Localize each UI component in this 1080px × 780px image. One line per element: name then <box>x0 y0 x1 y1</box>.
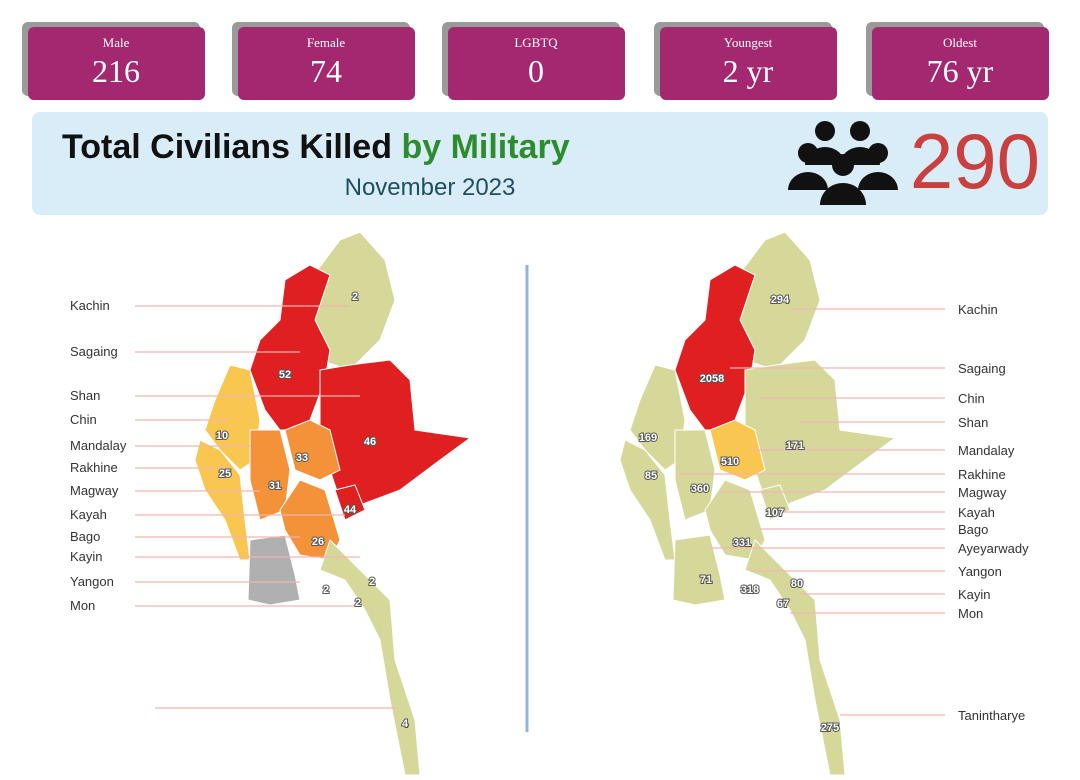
region-label: Sagaing <box>70 344 118 359</box>
card-value: 74 <box>310 53 342 89</box>
region-value: 85 <box>645 470 657 482</box>
region-label: Magway <box>958 485 1007 500</box>
card-label: LGBTQ <box>514 35 558 50</box>
region-value: 171 <box>786 440 804 452</box>
region-map <box>194 231 472 776</box>
region-value: 10 <box>216 430 228 442</box>
region <box>759 484 791 521</box>
card <box>872 27 1049 100</box>
region-value: 26 <box>312 536 324 548</box>
card <box>238 27 415 100</box>
region-label: Yangon <box>70 574 114 589</box>
region-label: Kayah <box>70 507 107 522</box>
banner-title: Total Civilians Killed by Military <box>62 128 570 166</box>
region <box>744 539 846 776</box>
region <box>744 359 897 506</box>
region-value: 2 <box>355 597 361 609</box>
region-value: 4 <box>402 718 409 730</box>
region-label: Kachin <box>958 302 998 317</box>
region-value: 80 <box>791 578 803 590</box>
region-value: 2 <box>352 291 358 303</box>
card-label: Oldest <box>943 35 977 50</box>
region-value: 294 <box>771 294 790 306</box>
region <box>334 484 366 521</box>
region-value: 25 <box>219 468 231 480</box>
region <box>249 264 331 431</box>
region-label: Shan <box>958 415 988 430</box>
region-value: 169 <box>639 432 657 444</box>
region-label: Kayin <box>958 587 991 602</box>
stat-card: Male 216 <box>22 22 205 100</box>
region <box>672 534 726 606</box>
region-value: 2058 <box>700 373 724 385</box>
total-count: 290 <box>910 117 1040 205</box>
people-icon <box>788 121 898 205</box>
card-value: 216 <box>92 53 140 89</box>
region-value: 331 <box>733 537 751 549</box>
region-label: Mon <box>958 606 983 621</box>
region <box>674 264 756 431</box>
region-label: Chin <box>958 391 985 406</box>
card-label: Male <box>103 35 130 50</box>
card-value: 76 yr <box>927 53 994 89</box>
region-label: Bago <box>70 529 100 544</box>
region-label: Ayeyarwady <box>958 541 1029 556</box>
region-label: Tanintharye <box>958 708 1025 723</box>
region <box>629 364 686 471</box>
card <box>660 27 837 100</box>
region-value: 46 <box>364 436 376 448</box>
region-label: Mandalay <box>958 443 1015 458</box>
region <box>709 419 766 481</box>
region-value: 2 <box>323 584 329 596</box>
region-label: Kachin <box>70 298 110 313</box>
region <box>284 419 341 481</box>
region <box>319 539 421 776</box>
region-label: Rakhine <box>70 460 118 475</box>
region-value: 33 <box>296 452 308 464</box>
region-label: Shan <box>70 388 100 403</box>
region-label: Yangon <box>958 564 1002 579</box>
region-label: Rakhine <box>958 467 1006 482</box>
region-label: Mon <box>70 598 95 613</box>
region-label: Sagaing <box>958 361 1006 376</box>
region-value: 67 <box>777 598 789 610</box>
region-value: 2 <box>369 576 375 588</box>
card <box>448 27 625 100</box>
region <box>247 534 301 606</box>
region-value: 510 <box>721 456 739 468</box>
region <box>619 439 676 561</box>
card <box>28 27 205 100</box>
card-value: 0 <box>528 53 544 89</box>
region-value: 360 <box>691 483 709 495</box>
region <box>204 364 261 471</box>
stat-card: Female 74 <box>232 22 415 100</box>
region-map <box>619 231 897 776</box>
region <box>319 359 472 506</box>
region-label: Kayin <box>70 549 103 564</box>
stat-card: Youngest 2 yr <box>654 22 837 100</box>
card-label: Female <box>307 35 345 50</box>
card-label: Youngest <box>724 35 773 50</box>
stat-card: Oldest 76 yr <box>866 22 1049 100</box>
banner-subtitle: November 2023 <box>345 174 516 201</box>
region-label: Mandalay <box>70 438 127 453</box>
region-value: 71 <box>700 574 712 586</box>
region <box>194 439 251 561</box>
region-value: 31 <box>269 480 281 492</box>
region-label: Chin <box>70 412 97 427</box>
region-value: 318 <box>741 584 759 596</box>
region-value: 107 <box>766 507 784 519</box>
region-value: 275 <box>821 722 839 734</box>
card-value: 2 yr <box>723 53 774 89</box>
region-value: 44 <box>344 504 357 516</box>
region-label: Kayah <box>958 505 995 520</box>
stat-card: LGBTQ 0 <box>442 22 625 100</box>
region-value: 52 <box>279 369 291 381</box>
region-label: Magway <box>70 483 119 498</box>
region-label: Bago <box>958 522 988 537</box>
